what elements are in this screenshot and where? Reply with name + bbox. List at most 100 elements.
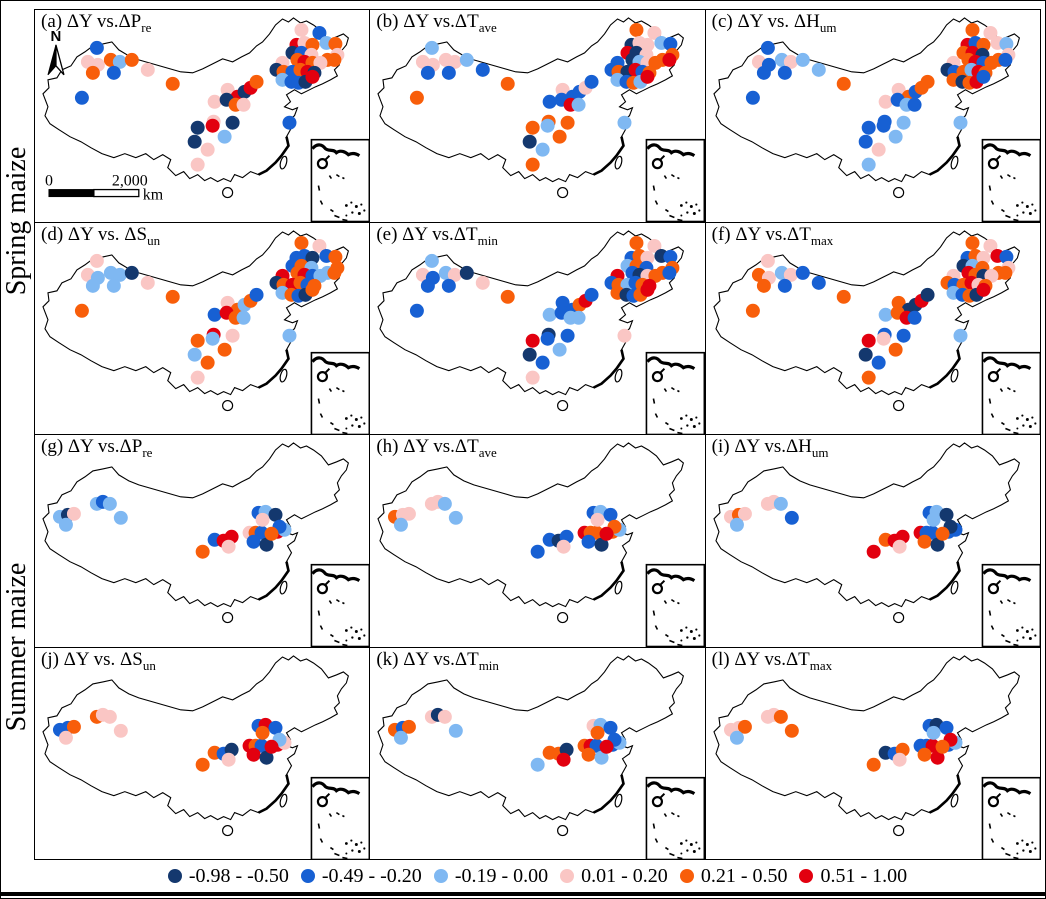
data-point bbox=[594, 750, 609, 765]
data-point bbox=[773, 496, 788, 511]
data-point bbox=[207, 94, 222, 109]
data-point bbox=[663, 249, 678, 264]
data-point bbox=[410, 303, 425, 318]
china-outline bbox=[42, 17, 349, 183]
legend-dot-icon bbox=[799, 869, 814, 883]
china-map bbox=[377, 229, 705, 434]
legend-item-5: 0.51 - 1.00 bbox=[799, 865, 907, 888]
data-point bbox=[442, 278, 457, 293]
data-point bbox=[526, 370, 540, 385]
data-point bbox=[449, 510, 464, 525]
china-map bbox=[377, 442, 705, 647]
data-point bbox=[729, 517, 744, 532]
data-point bbox=[876, 118, 891, 133]
hainan-island bbox=[557, 611, 569, 624]
svg-text:N: N bbox=[51, 28, 62, 45]
data-point bbox=[217, 129, 232, 144]
data-point bbox=[629, 235, 644, 250]
hainan-island bbox=[222, 824, 234, 836]
data-point bbox=[124, 52, 139, 67]
data-point bbox=[729, 730, 744, 745]
data-point bbox=[124, 265, 139, 280]
data-point bbox=[328, 249, 343, 264]
hainan-island bbox=[222, 611, 234, 624]
hainan-island bbox=[892, 824, 904, 836]
data-point bbox=[442, 65, 457, 80]
data-point bbox=[58, 517, 73, 532]
row-group-label-spring: Spring maize bbox=[1, 146, 32, 296]
data-point bbox=[85, 65, 100, 80]
south-china-sea-inset bbox=[981, 563, 1040, 647]
data-point bbox=[236, 97, 251, 112]
data-point bbox=[617, 115, 632, 130]
map-panel-k: (k) ΔY vs.ΔTmin bbox=[370, 647, 705, 859]
data-point bbox=[268, 720, 283, 735]
data-point bbox=[920, 287, 935, 302]
legend-label: -0.98 - -0.50 bbox=[188, 864, 289, 887]
data-point bbox=[89, 253, 104, 268]
legend-dot-icon bbox=[167, 869, 182, 883]
data-point bbox=[983, 238, 998, 253]
data-point bbox=[603, 507, 618, 522]
taiwan-island bbox=[279, 580, 288, 595]
data-point bbox=[523, 347, 537, 362]
hainan-island bbox=[557, 399, 569, 411]
data-point bbox=[190, 120, 205, 135]
china-outline bbox=[42, 229, 349, 395]
data-point bbox=[200, 142, 215, 157]
data-point bbox=[294, 22, 309, 37]
data-point bbox=[225, 328, 240, 343]
southeast-coast bbox=[593, 561, 626, 601]
data-point bbox=[935, 739, 950, 754]
data-point bbox=[878, 307, 893, 322]
hainan-island bbox=[892, 399, 904, 411]
data-point bbox=[106, 278, 121, 293]
data-point bbox=[594, 537, 609, 552]
data-point bbox=[917, 747, 932, 762]
south-china-sea-inset bbox=[981, 138, 1040, 222]
map-panel-d: (d) ΔY vs. ΔSun bbox=[35, 222, 370, 434]
hainan-island bbox=[557, 186, 569, 199]
hainan-island bbox=[222, 186, 234, 199]
china-map bbox=[377, 654, 705, 859]
legend-item-4: 0.21 - 0.50 bbox=[679, 865, 787, 888]
data-point bbox=[327, 265, 342, 280]
southeast-coast bbox=[928, 136, 961, 176]
data-point bbox=[629, 22, 644, 37]
data-point bbox=[760, 40, 775, 55]
legend-item-2: -0.19 - 0.00 bbox=[433, 865, 548, 888]
data-point bbox=[571, 97, 586, 112]
data-point bbox=[571, 310, 586, 325]
data-point bbox=[939, 720, 954, 735]
southeast-coast bbox=[257, 348, 290, 389]
data-point bbox=[560, 115, 575, 130]
svg-text:2,000: 2,000 bbox=[112, 173, 148, 190]
data-point bbox=[756, 278, 771, 293]
data-point bbox=[556, 539, 571, 554]
taiwan-island bbox=[614, 155, 623, 170]
taiwan-island bbox=[279, 793, 288, 808]
hainan-island bbox=[892, 611, 904, 624]
south-china-sea-inset bbox=[981, 776, 1040, 859]
data-point bbox=[187, 347, 202, 362]
legend-item-3: 0.01 - 0.20 bbox=[560, 865, 668, 888]
china-outline bbox=[713, 17, 1020, 183]
data-point bbox=[556, 752, 571, 767]
china-map bbox=[713, 654, 1040, 859]
map-panel-j: (j) ΔY vs. ΔSun bbox=[35, 647, 370, 859]
data-point bbox=[777, 278, 792, 293]
south-china-sea-inset bbox=[645, 563, 705, 647]
data-point bbox=[907, 97, 922, 112]
data-point bbox=[581, 747, 596, 762]
data-point bbox=[249, 287, 264, 302]
data-point bbox=[102, 496, 117, 511]
taiwan-island bbox=[950, 155, 959, 170]
taiwan-island bbox=[614, 580, 623, 595]
data-point bbox=[542, 94, 557, 109]
data-point bbox=[195, 544, 210, 559]
china-map bbox=[713, 442, 1040, 647]
data-point bbox=[140, 275, 155, 290]
row-group-label-summer: Summer maize bbox=[1, 562, 32, 732]
legend-label: -0.49 - -0.20 bbox=[321, 864, 422, 887]
